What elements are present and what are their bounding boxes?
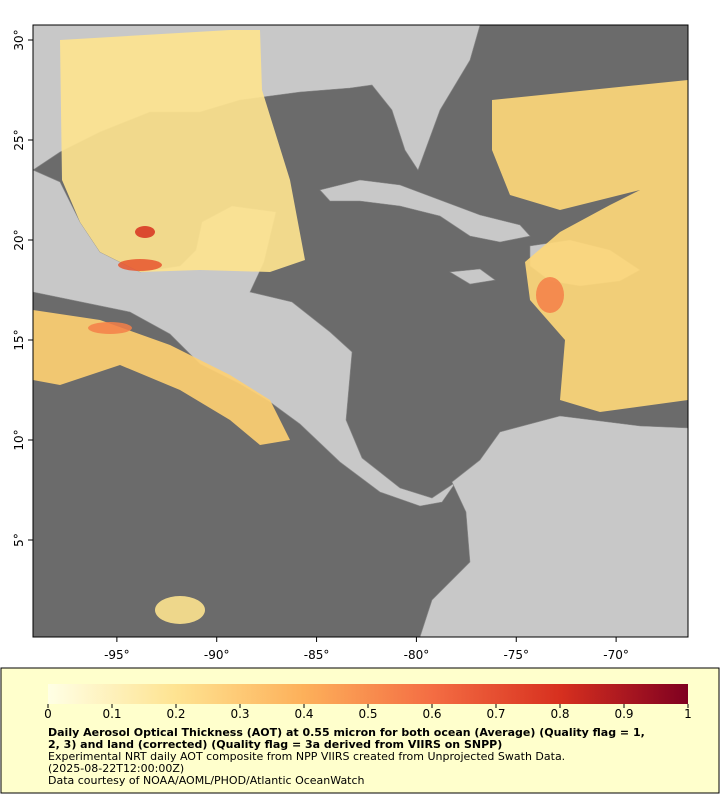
aerosol-hotspot [135, 226, 155, 238]
colorbar-tick-label: 0.3 [230, 707, 249, 721]
y-tick-label: 15° [12, 329, 26, 350]
x-tick-label: -90° [204, 648, 230, 662]
land-jamaica [449, 268, 496, 285]
y-tick-label: 30° [12, 29, 26, 50]
colorbar-tick-label: 1 [684, 707, 692, 721]
x-tick-label: -75° [503, 648, 529, 662]
colorbar-tick-label: 0.1 [102, 707, 121, 721]
land-south-america [419, 415, 688, 637]
colorbar-tick-label: 0.5 [358, 707, 377, 721]
colorbar-tick-label: 0.7 [486, 707, 505, 721]
aerosol-gulf [60, 30, 305, 272]
colorbar-tick-label: 0 [44, 707, 52, 721]
aerosol-hotspot [536, 277, 564, 313]
colorbar-tick-label: 0.8 [550, 707, 569, 721]
aerosol-pacific [33, 310, 290, 445]
caption: Daily Aerosol Optical Thickness (AOT) at… [48, 726, 645, 787]
x-tick-label: -85° [304, 648, 330, 662]
x-tick-label: -70° [603, 648, 629, 662]
map-frame [32, 24, 689, 638]
caption-title: 2, 3) and land (corrected) (Quality flag… [48, 738, 502, 751]
colorbar-tick-label: 0.2 [166, 707, 185, 721]
y-tick-label: 5° [12, 533, 26, 547]
axes: -95° -90° -85° -80° -75° -70° 5° 10° 15° 20° 25° 30… [12, 29, 629, 662]
colorbar-tick-label: 0.4 [294, 707, 313, 721]
y-tick-label: 20° [12, 229, 26, 250]
aerosol-hotspot [118, 259, 162, 271]
x-tick-label: -95° [104, 648, 130, 662]
colorbar [48, 684, 688, 704]
y-tick-label: 10° [12, 429, 26, 450]
y-tick-label: 25° [12, 129, 26, 150]
colorbar-tick-label: 0.6 [422, 707, 441, 721]
aerosol-patch [155, 596, 205, 624]
aerosol-hotspot [88, 322, 132, 334]
caption-line: Experimental NRT daily AOT composite fro… [48, 750, 565, 763]
map [33, 25, 688, 637]
land-cuba [319, 179, 531, 243]
x-tick-label: -80° [404, 648, 430, 662]
caption-line: Data courtesy of NOAA/AOML/PHOD/Atlantic… [48, 774, 365, 787]
caption-title: Daily Aerosol Optical Thickness (AOT) at… [48, 726, 645, 739]
colorbar-axis: 0 0.1 0.2 0.3 0.4 0.5 0.6 0.7 0.8 0.9 1 [44, 704, 692, 721]
aerosol-atlantic [492, 80, 688, 412]
colorbar-tick-label: 0.9 [614, 707, 633, 721]
caption-line: (2025-08-22T12:00:00Z) [48, 762, 184, 775]
